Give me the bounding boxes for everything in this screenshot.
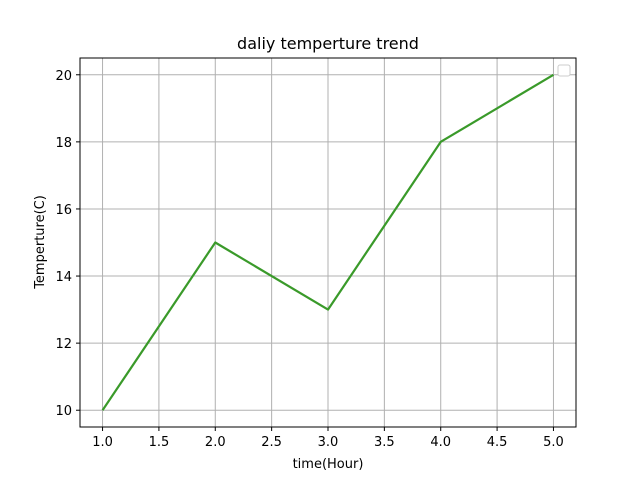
x-tick-label: 5.0 [543,435,564,450]
chart-title: daliy temperture trend [237,34,419,53]
y-axis-label: Temperture(C) [33,195,48,290]
x-axis-ticks: 1.0 1.5 2.0 2.5 3.0 3.5 4.0 4.5 5.0 [92,427,564,450]
grid [80,58,576,427]
y-tick-label: 20 [55,69,72,84]
y-tick-label: 10 [55,404,72,419]
x-tick-label: 1.5 [149,435,170,450]
x-tick-label: 2.5 [261,435,282,450]
y-tick-label: 14 [55,270,72,285]
x-tick-label: 3.5 [374,435,395,450]
y-tick-label: 18 [55,136,72,151]
x-axis-label: time(Hour) [293,457,364,472]
y-tick-label: 16 [55,203,72,218]
x-tick-label: 4.5 [487,435,508,450]
x-tick-label: 3.0 [318,435,339,450]
x-tick-label: 4.0 [430,435,451,450]
y-tick-label: 12 [55,337,72,352]
x-tick-label: 2.0 [205,435,226,450]
plot-area [101,73,555,411]
x-tick-label: 1.0 [92,435,113,450]
series-line-0 [101,73,555,411]
legend-box [557,64,571,77]
y-axis-ticks: 10 12 14 16 18 20 [55,69,80,419]
